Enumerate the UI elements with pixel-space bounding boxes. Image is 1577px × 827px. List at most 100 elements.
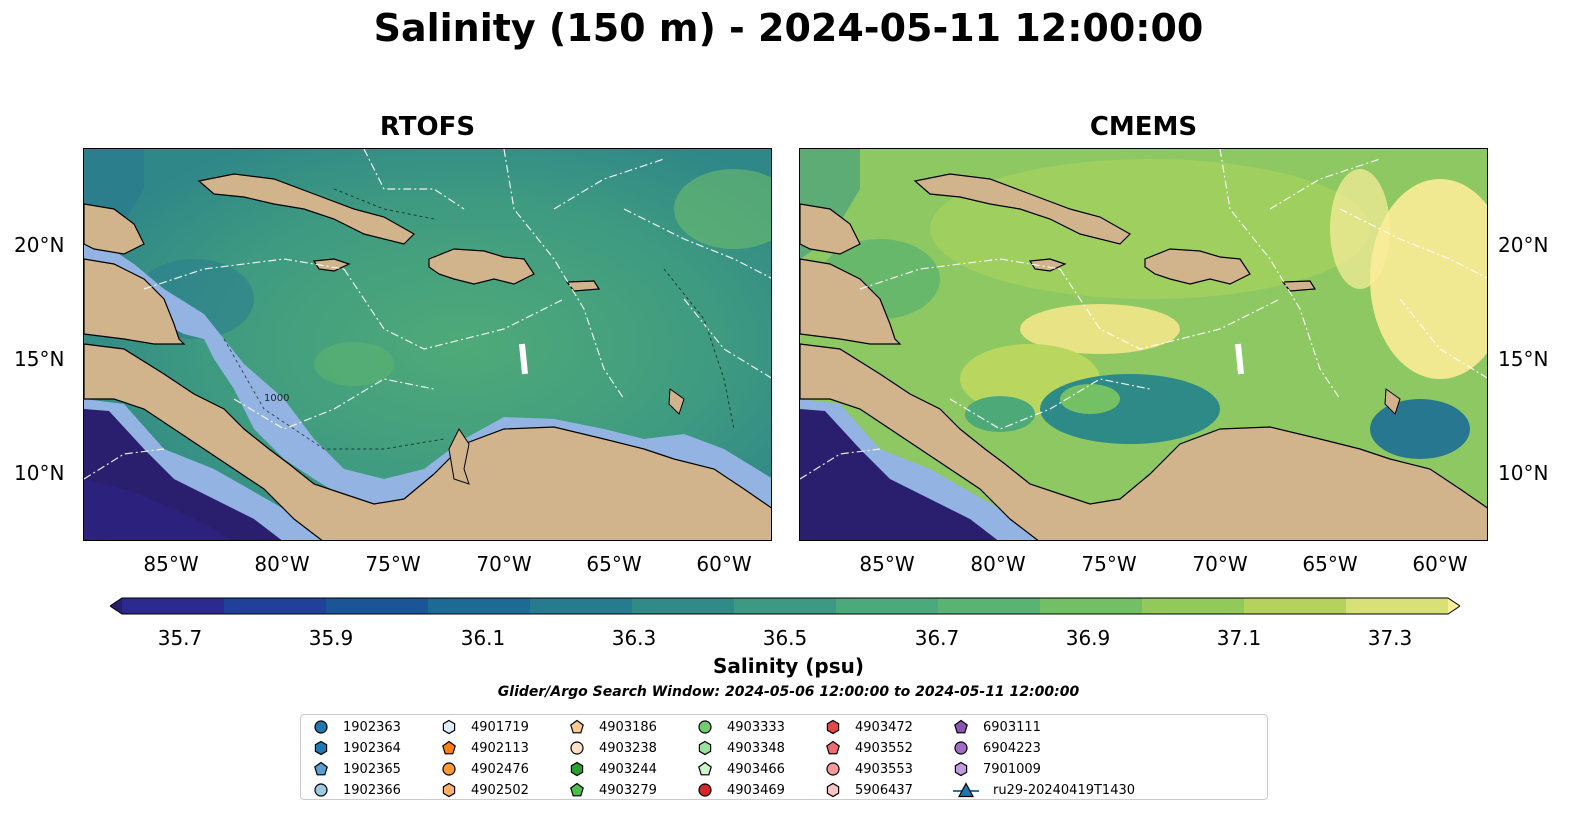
lon-label-60w-right: 60°W — [1412, 552, 1468, 576]
panel-title-cmems: CMEMS — [1089, 112, 1198, 142]
legend-item-label: 1902363 — [343, 719, 401, 735]
colorbar-extend-low — [110, 598, 122, 614]
legend-item-label: 4903238 — [599, 740, 657, 756]
legend-item-label: 6904223 — [983, 740, 1041, 756]
hexagon-marker-icon — [442, 782, 456, 798]
lon-label-65w-right: 65°W — [1302, 552, 1358, 576]
circle-marker-icon — [826, 762, 840, 776]
lat-label-10n-left: 10°N — [14, 461, 65, 485]
lon-label-70w-left: 70°W — [476, 552, 532, 576]
pentagon-marker-icon — [570, 782, 584, 797]
colorbar-extend-high — [1448, 598, 1460, 614]
legend-item: 4903466 — [697, 759, 785, 779]
legend-item-label: 7901009 — [983, 761, 1041, 777]
pentagon-marker-icon — [826, 740, 840, 755]
lon-label-80w-right: 80°W — [970, 552, 1026, 576]
colorbar-segment — [1244, 598, 1347, 614]
hexagon-marker-icon — [826, 719, 840, 735]
lat-label-20n-right: 20°N — [1498, 233, 1549, 257]
pentagon-marker-icon — [698, 761, 712, 776]
circle-marker-icon — [314, 783, 328, 797]
colorbar-segment — [530, 598, 633, 614]
legend-item: 1902365 — [313, 759, 401, 779]
legend-item: 4903279 — [569, 780, 657, 800]
colorbar-tick-label: 37.3 — [1367, 626, 1413, 650]
legend-item: 6903111 — [953, 717, 1041, 737]
legend-item-label: 4903469 — [727, 782, 785, 798]
lon-label-85w-right: 85°W — [859, 552, 915, 576]
legend-item: 1902363 — [313, 717, 401, 737]
hexagon-marker-icon — [826, 782, 840, 798]
lon-label-75w-left: 75°W — [365, 552, 421, 576]
hexagon-marker-icon — [442, 719, 456, 735]
legend-item-label: 4903186 — [599, 719, 657, 735]
colorbar-segment — [1040, 598, 1143, 614]
legend-item-label: 4902476 — [471, 761, 529, 777]
colorbar-tick-label: 36.1 — [460, 626, 506, 650]
legend-item-label: 5906437 — [855, 782, 913, 798]
hexagon-marker-icon — [698, 740, 712, 756]
colorbar-segment — [734, 598, 837, 614]
colorbar-segment — [428, 598, 531, 614]
legend-item-label: 4903466 — [727, 761, 785, 777]
legend-item-label: 4903279 — [599, 782, 657, 798]
colorbar-segment — [1142, 598, 1245, 614]
legend-item-label: 4903553 — [855, 761, 913, 777]
lat-label-20n-left: 20°N — [14, 233, 65, 257]
legend-item: 4902476 — [441, 759, 529, 779]
pentagon-marker-icon — [570, 719, 584, 734]
legend-item-label: 4903552 — [855, 740, 913, 756]
lat-label-10n-right: 10°N — [1498, 461, 1549, 485]
hexagon-marker-icon — [570, 761, 584, 777]
lon-label-80w-left: 80°W — [254, 552, 310, 576]
lat-label-15n-left: 15°N — [14, 347, 65, 371]
colorbar-tick-label: 36.5 — [762, 626, 808, 650]
lat-label-15n-right: 15°N — [1498, 347, 1549, 371]
legend-item: 4903238 — [569, 738, 657, 758]
legend-item: 6904223 — [953, 738, 1041, 758]
legend-item: 4903333 — [697, 717, 785, 737]
colorbar-title: Salinity (psu) — [712, 654, 864, 678]
legend-item-label: 4903333 — [727, 719, 785, 735]
search-window-text: Glider/Argo Search Window: 2024-05-06 12… — [497, 684, 1080, 700]
hexagon-marker-icon — [954, 761, 968, 777]
lon-label-70w-right: 70°W — [1192, 552, 1248, 576]
colorbar-tick-label: 37.1 — [1216, 626, 1262, 650]
circle-marker-icon — [570, 741, 584, 755]
legend-item: 4903469 — [697, 780, 785, 800]
map-rtofs[interactable]: 1000 — [83, 148, 772, 541]
legend-item: 4901719 — [441, 717, 529, 737]
legend-item: 5906437 — [825, 780, 913, 800]
legend-item-label: 4902113 — [471, 740, 529, 756]
map-cmems[interactable] — [799, 148, 1488, 541]
legend-item: 4902113 — [441, 738, 529, 758]
legend-item: 4903186 — [569, 717, 657, 737]
circle-marker-icon — [698, 720, 712, 734]
colorbar-tick-label: 35.9 — [308, 626, 354, 650]
legend-item: 4903348 — [697, 738, 785, 758]
pentagon-marker-icon — [954, 719, 968, 734]
triangle-marker-icon — [953, 782, 979, 798]
circle-marker-icon — [698, 783, 712, 797]
panel-title-rtofs: RTOFS — [379, 112, 476, 142]
legend-item-label: 1902366 — [343, 782, 401, 798]
colorbar-segment — [326, 598, 429, 614]
colorbar-segment — [224, 598, 327, 614]
legend-item-label: 4903244 — [599, 761, 657, 777]
colorbar-tick-label: 36.7 — [914, 626, 960, 650]
lon-label-85w-left: 85°W — [143, 552, 199, 576]
legend-item: 7901009 — [953, 759, 1041, 779]
legend-item: 4903553 — [825, 759, 913, 779]
lon-label-60w-left: 60°W — [696, 552, 752, 576]
circle-marker-icon — [442, 762, 456, 776]
colorbar-tick-label: 36.3 — [611, 626, 657, 650]
lon-label-65w-left: 65°W — [586, 552, 642, 576]
legend-item: 4903552 — [825, 738, 913, 758]
legend-item: 4903472 — [825, 717, 913, 737]
legend-item: 1902364 — [313, 738, 401, 758]
legend-item: ru29-20240419T1430 — [953, 780, 1135, 800]
colorbar — [110, 597, 1460, 615]
legend-item-label: 4901719 — [471, 719, 529, 735]
circle-marker-icon — [954, 741, 968, 755]
hexagon-marker-icon — [314, 740, 328, 756]
